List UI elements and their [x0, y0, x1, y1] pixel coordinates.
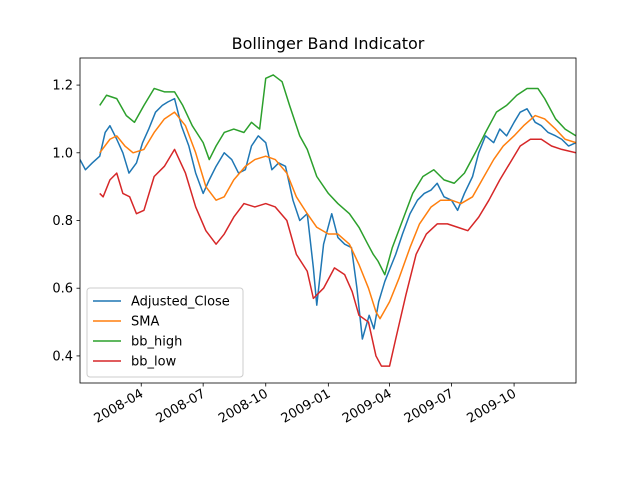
series-line-sma	[99, 111, 576, 320]
y-tick-label: 0.4	[52, 349, 73, 364]
series-line-bb-low	[99, 138, 576, 367]
series-layer	[80, 74, 576, 367]
y-tick-label: 1.0	[52, 146, 73, 161]
chart-title: Bollinger Band Indicator	[232, 34, 425, 53]
series-line-adjusted-close	[80, 97, 576, 340]
legend-label: bb_low	[131, 355, 177, 370]
legend: Adjusted_Close SMA bb_high bb_low	[86, 287, 244, 378]
y-tick-label: 1.2	[52, 79, 73, 94]
y-tick-label: 0.8	[52, 214, 73, 229]
legend-label: SMA	[131, 315, 159, 330]
legend-label: Adjusted_Close	[131, 295, 230, 310]
y-tick-label: 0.6	[52, 282, 73, 297]
series-line-bb-high	[99, 74, 576, 276]
legend-label: bb_high	[131, 335, 182, 350]
legend-box	[86, 287, 244, 378]
